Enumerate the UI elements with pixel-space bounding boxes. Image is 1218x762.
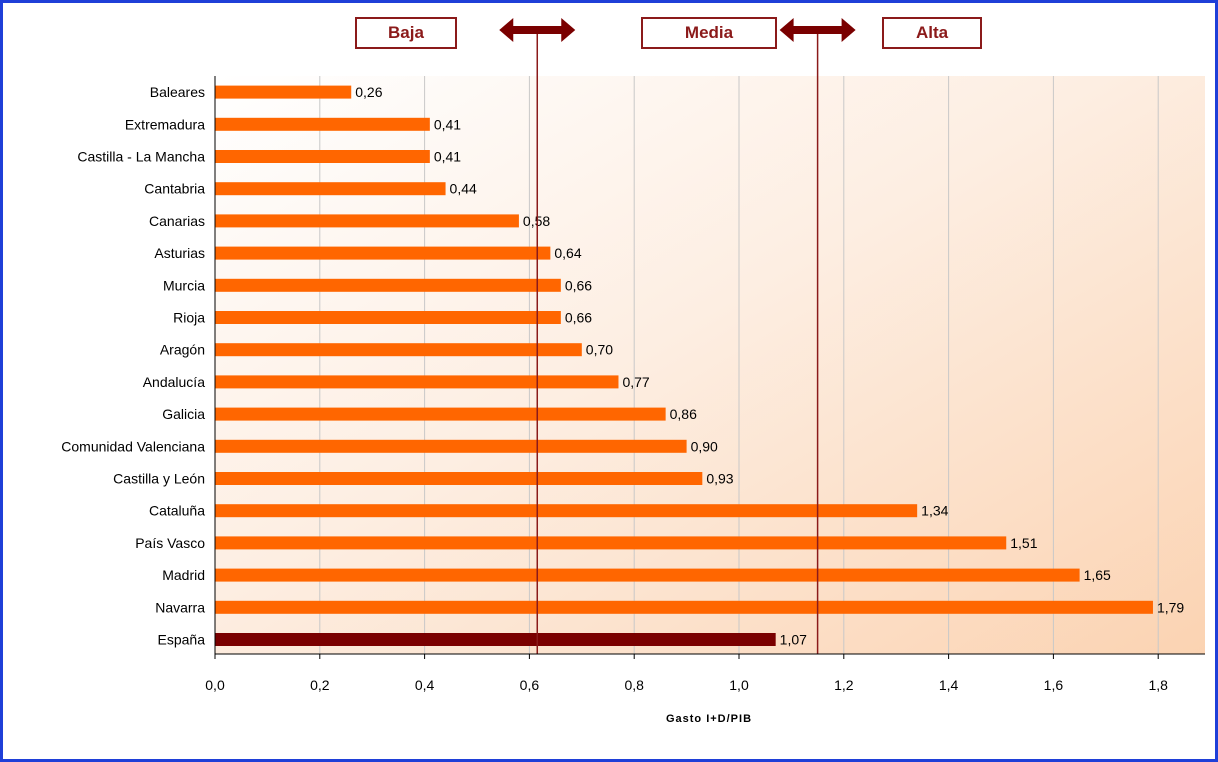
x-tick-label: 1,8 bbox=[1148, 677, 1168, 693]
category-label: Castilla - La Mancha bbox=[77, 149, 205, 165]
x-tick-label: 1,0 bbox=[729, 677, 749, 693]
category-label: Comunidad Valenciana bbox=[61, 438, 205, 454]
category-label: Cataluña bbox=[149, 503, 205, 519]
value-label: 0,77 bbox=[622, 374, 649, 390]
category-label: Navarra bbox=[155, 599, 205, 615]
value-label: 0,90 bbox=[691, 438, 718, 454]
x-tick-label: 1,2 bbox=[834, 677, 854, 693]
bar bbox=[215, 311, 561, 324]
category-label: Baleares bbox=[150, 84, 205, 100]
value-label: 0,26 bbox=[355, 84, 382, 100]
value-label: 1,07 bbox=[780, 632, 807, 648]
bars-group bbox=[215, 85, 1153, 646]
value-label: 0,41 bbox=[434, 149, 461, 165]
tick-labels: 0,0 0,2 0,4 0,6 0,8 1,0 1,2 1,4 1,6 1,8 bbox=[205, 654, 1168, 693]
zone-media-label: Media bbox=[641, 17, 777, 49]
x-tick-label: 1,6 bbox=[1044, 677, 1064, 693]
category-label: Galicia bbox=[162, 406, 205, 422]
bar bbox=[215, 150, 430, 163]
bar bbox=[215, 407, 666, 421]
category-label: Aragón bbox=[160, 342, 205, 358]
value-label: 0,66 bbox=[565, 310, 592, 326]
bar bbox=[215, 117, 430, 131]
value-label: 1,79 bbox=[1157, 599, 1184, 615]
category-label: Canarias bbox=[149, 213, 205, 229]
value-label: 0,93 bbox=[706, 471, 733, 487]
double-arrow-icon bbox=[779, 18, 856, 42]
zone-arrows bbox=[499, 18, 856, 42]
double-arrow-icon bbox=[499, 18, 576, 42]
value-label: 0,66 bbox=[565, 277, 592, 293]
value-label: 1,34 bbox=[921, 503, 948, 519]
bar bbox=[215, 536, 1007, 550]
bar bbox=[215, 343, 582, 357]
x-tick-label: 0,6 bbox=[520, 677, 540, 693]
x-tick-label: 0,8 bbox=[624, 677, 644, 693]
category-label: Asturias bbox=[154, 245, 205, 261]
zone-alta-label: Alta bbox=[882, 17, 982, 49]
x-tick-label: 0,2 bbox=[310, 677, 330, 693]
bar bbox=[215, 504, 918, 518]
bar bbox=[215, 246, 551, 260]
value-labels: 0,260,410,410,440,580,640,660,660,700,77… bbox=[355, 84, 1184, 647]
category-label: Extremadura bbox=[125, 116, 205, 132]
x-tick-label: 0,4 bbox=[415, 677, 435, 693]
bar bbox=[215, 182, 446, 196]
zone-baja-label: Baja bbox=[355, 17, 457, 49]
bar bbox=[215, 568, 1080, 582]
category-label: Castilla y León bbox=[113, 471, 205, 487]
bar bbox=[215, 214, 519, 228]
bar bbox=[215, 633, 776, 646]
category-label: Madrid bbox=[162, 567, 205, 583]
value-label: 0,41 bbox=[434, 116, 461, 132]
bar bbox=[215, 375, 619, 389]
category-label: España bbox=[158, 632, 206, 648]
category-labels: Baleares Extremadura Castilla - La Mancha C… bbox=[61, 84, 205, 647]
x-tick-label: 0,0 bbox=[205, 677, 225, 693]
x-tick-label: 1,4 bbox=[939, 677, 959, 693]
bar bbox=[215, 472, 703, 485]
plot-area bbox=[215, 76, 1205, 654]
value-label: 0,86 bbox=[670, 406, 697, 422]
category-label: Rioja bbox=[173, 310, 205, 326]
category-label: Murcia bbox=[163, 277, 205, 293]
bar bbox=[215, 600, 1153, 614]
bar bbox=[215, 85, 352, 99]
value-label: 1,51 bbox=[1010, 535, 1037, 551]
bar bbox=[215, 439, 687, 453]
bar bbox=[215, 278, 561, 292]
value-label: 0,70 bbox=[586, 342, 613, 358]
category-label: País Vasco bbox=[135, 535, 205, 551]
x-axis-title: Gasto I+D/PIB bbox=[666, 713, 752, 725]
category-label: Cantabria bbox=[144, 181, 205, 197]
value-label: 0,44 bbox=[450, 181, 477, 197]
value-label: 0,64 bbox=[554, 245, 581, 261]
gridlines bbox=[319, 76, 1159, 654]
value-label: 1,65 bbox=[1084, 567, 1111, 583]
threshold-lines bbox=[536, 30, 819, 654]
category-label: Andalucía bbox=[143, 374, 205, 390]
